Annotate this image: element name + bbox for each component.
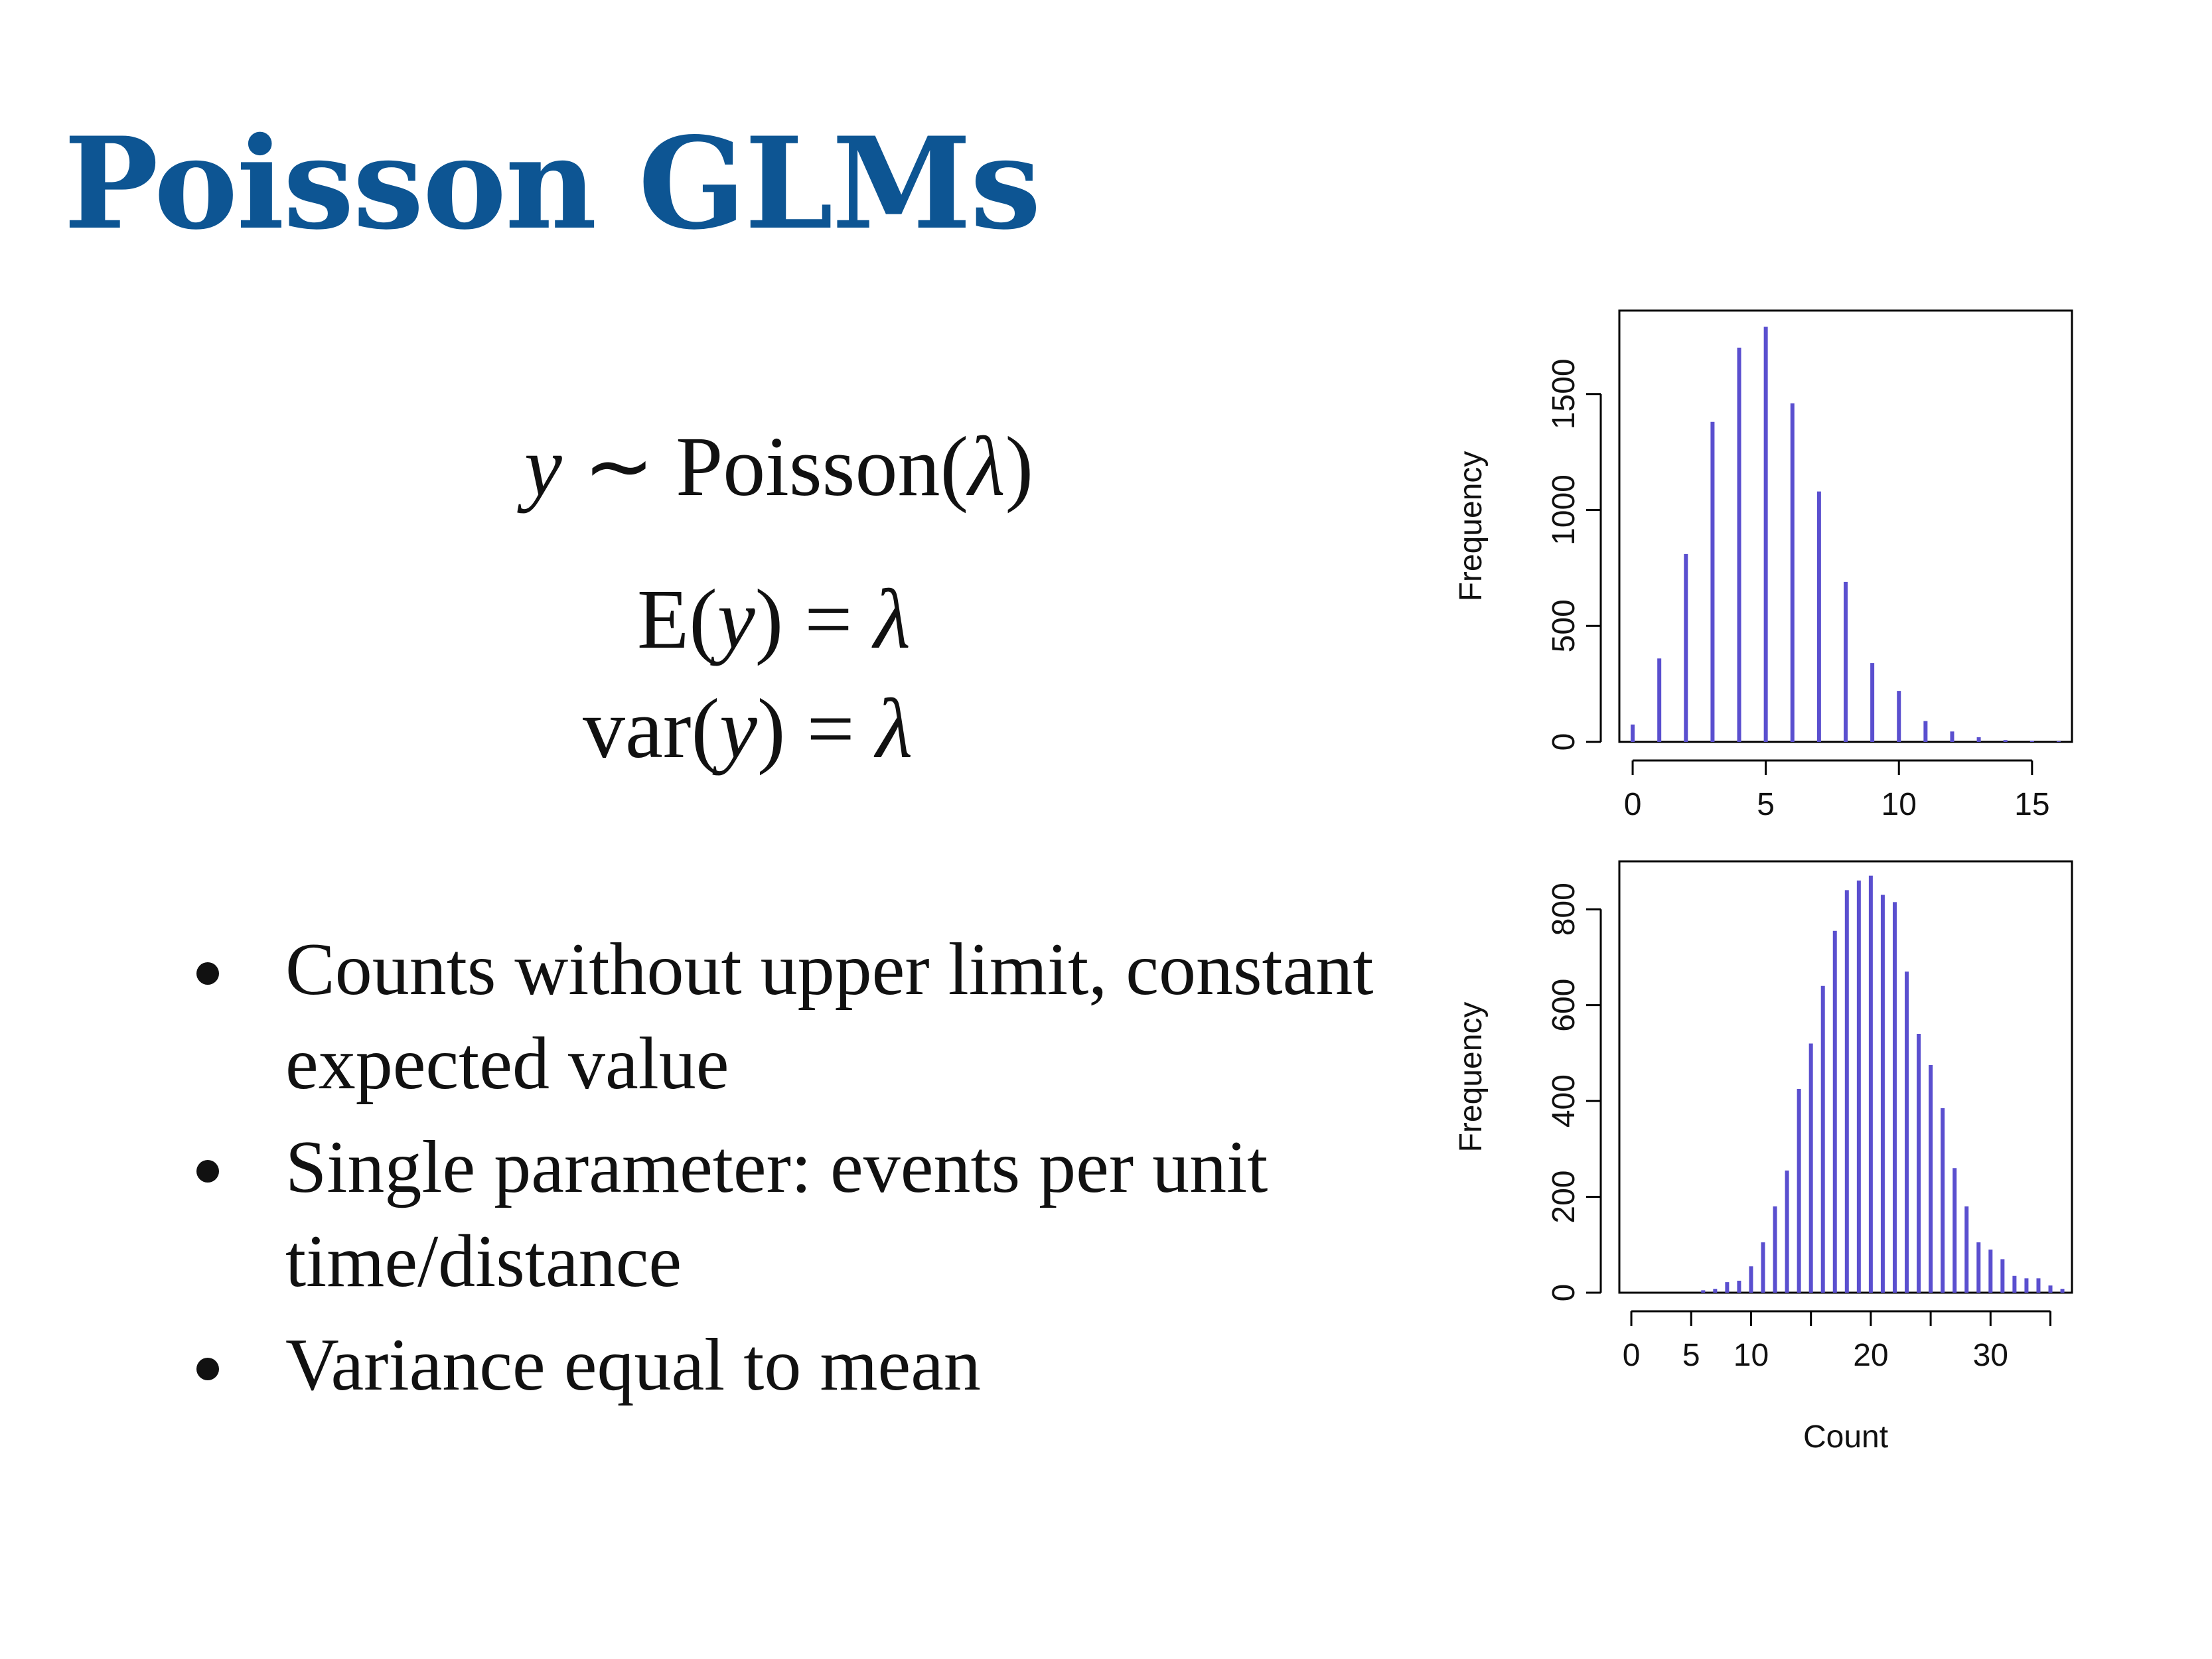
x-tick-label: 10 [1733, 1338, 1769, 1373]
bullet-text: Variance equal to mean [285, 1324, 981, 1406]
eq2-rel: = [783, 572, 874, 666]
eq2-close: ) [755, 572, 784, 666]
page-title: Poisson GLMs [64, 109, 1041, 257]
bullet-dot [196, 962, 219, 985]
x-tick-label: 20 [1853, 1338, 1888, 1373]
equation-expected-value: E(y) = λ [637, 571, 911, 668]
eq1-close: ) [1005, 419, 1034, 514]
bullet-dot [196, 1358, 219, 1380]
y-tick-label: 500 [1546, 599, 1582, 652]
y-tick-label: 400 [1546, 1074, 1582, 1127]
x-axis-label: Count [1803, 1419, 1888, 1455]
bullet-text: Counts without upper limit, constant exp… [285, 928, 1374, 1105]
y-axis-label: Frequency [1453, 451, 1489, 602]
eq1-param: λ [968, 419, 1005, 514]
bullet-dot [196, 1160, 219, 1183]
y-tick-label: 1000 [1546, 474, 1582, 545]
x-tick-label: 10 [1881, 787, 1917, 822]
bullet-item: Single parameter: events per unit time/d… [186, 1120, 1380, 1309]
x-tick-label: 15 [2014, 787, 2049, 822]
bullet-text: Single parameter: events per unit time/d… [285, 1126, 1268, 1303]
x-tick-label: 30 [1973, 1338, 2008, 1373]
histogram-top: 0 5 10 15 0 500 1000 1500 Frequency [1453, 309, 2073, 822]
eq2-arg: y [717, 572, 755, 666]
y-tick-label: 800 [1546, 883, 1582, 936]
eq3-close: ) [757, 682, 786, 776]
eq1-rel: ∼ [561, 419, 676, 514]
eq2-fn: E( [637, 572, 717, 666]
eq3-arg: y [719, 682, 757, 776]
x-tick-label: 0 [1623, 1338, 1641, 1373]
eq3-fn: var( [583, 682, 720, 776]
y-tick-label: 0 [1546, 1284, 1582, 1302]
eq1-lhs: y [524, 419, 562, 514]
y-tick-label: 0 [1546, 733, 1582, 751]
y-tick-label: 600 [1546, 979, 1582, 1032]
bullet-item: Counts without upper limit, constant exp… [186, 922, 1380, 1111]
y-tick-label: 1500 [1546, 358, 1582, 429]
equation-variance: var(y) = λ [583, 680, 913, 778]
eq3-rel: = [785, 682, 876, 776]
eq2-rhs: λ [873, 572, 911, 666]
bullet-list: Counts without upper limit, constant exp… [186, 922, 1380, 1421]
y-axis-label: Frequency [1453, 1002, 1489, 1153]
equation-poisson-distribution: y ∼ Poisson(λ) [524, 417, 1033, 516]
eq1-fn: Poisson( [676, 419, 969, 514]
eq3-rhs: λ [875, 682, 913, 776]
histogram-bottom: 0 5 10 20 30 0 200 400 600 800 Frequency Count [1453, 860, 2073, 1455]
x-tick-label: 5 [1757, 787, 1775, 822]
bullet-item: Variance equal to mean [186, 1318, 1380, 1412]
y-tick-label: 200 [1546, 1171, 1582, 1224]
x-tick-label: 5 [1682, 1338, 1700, 1373]
x-tick-label: 0 [1624, 787, 1642, 822]
